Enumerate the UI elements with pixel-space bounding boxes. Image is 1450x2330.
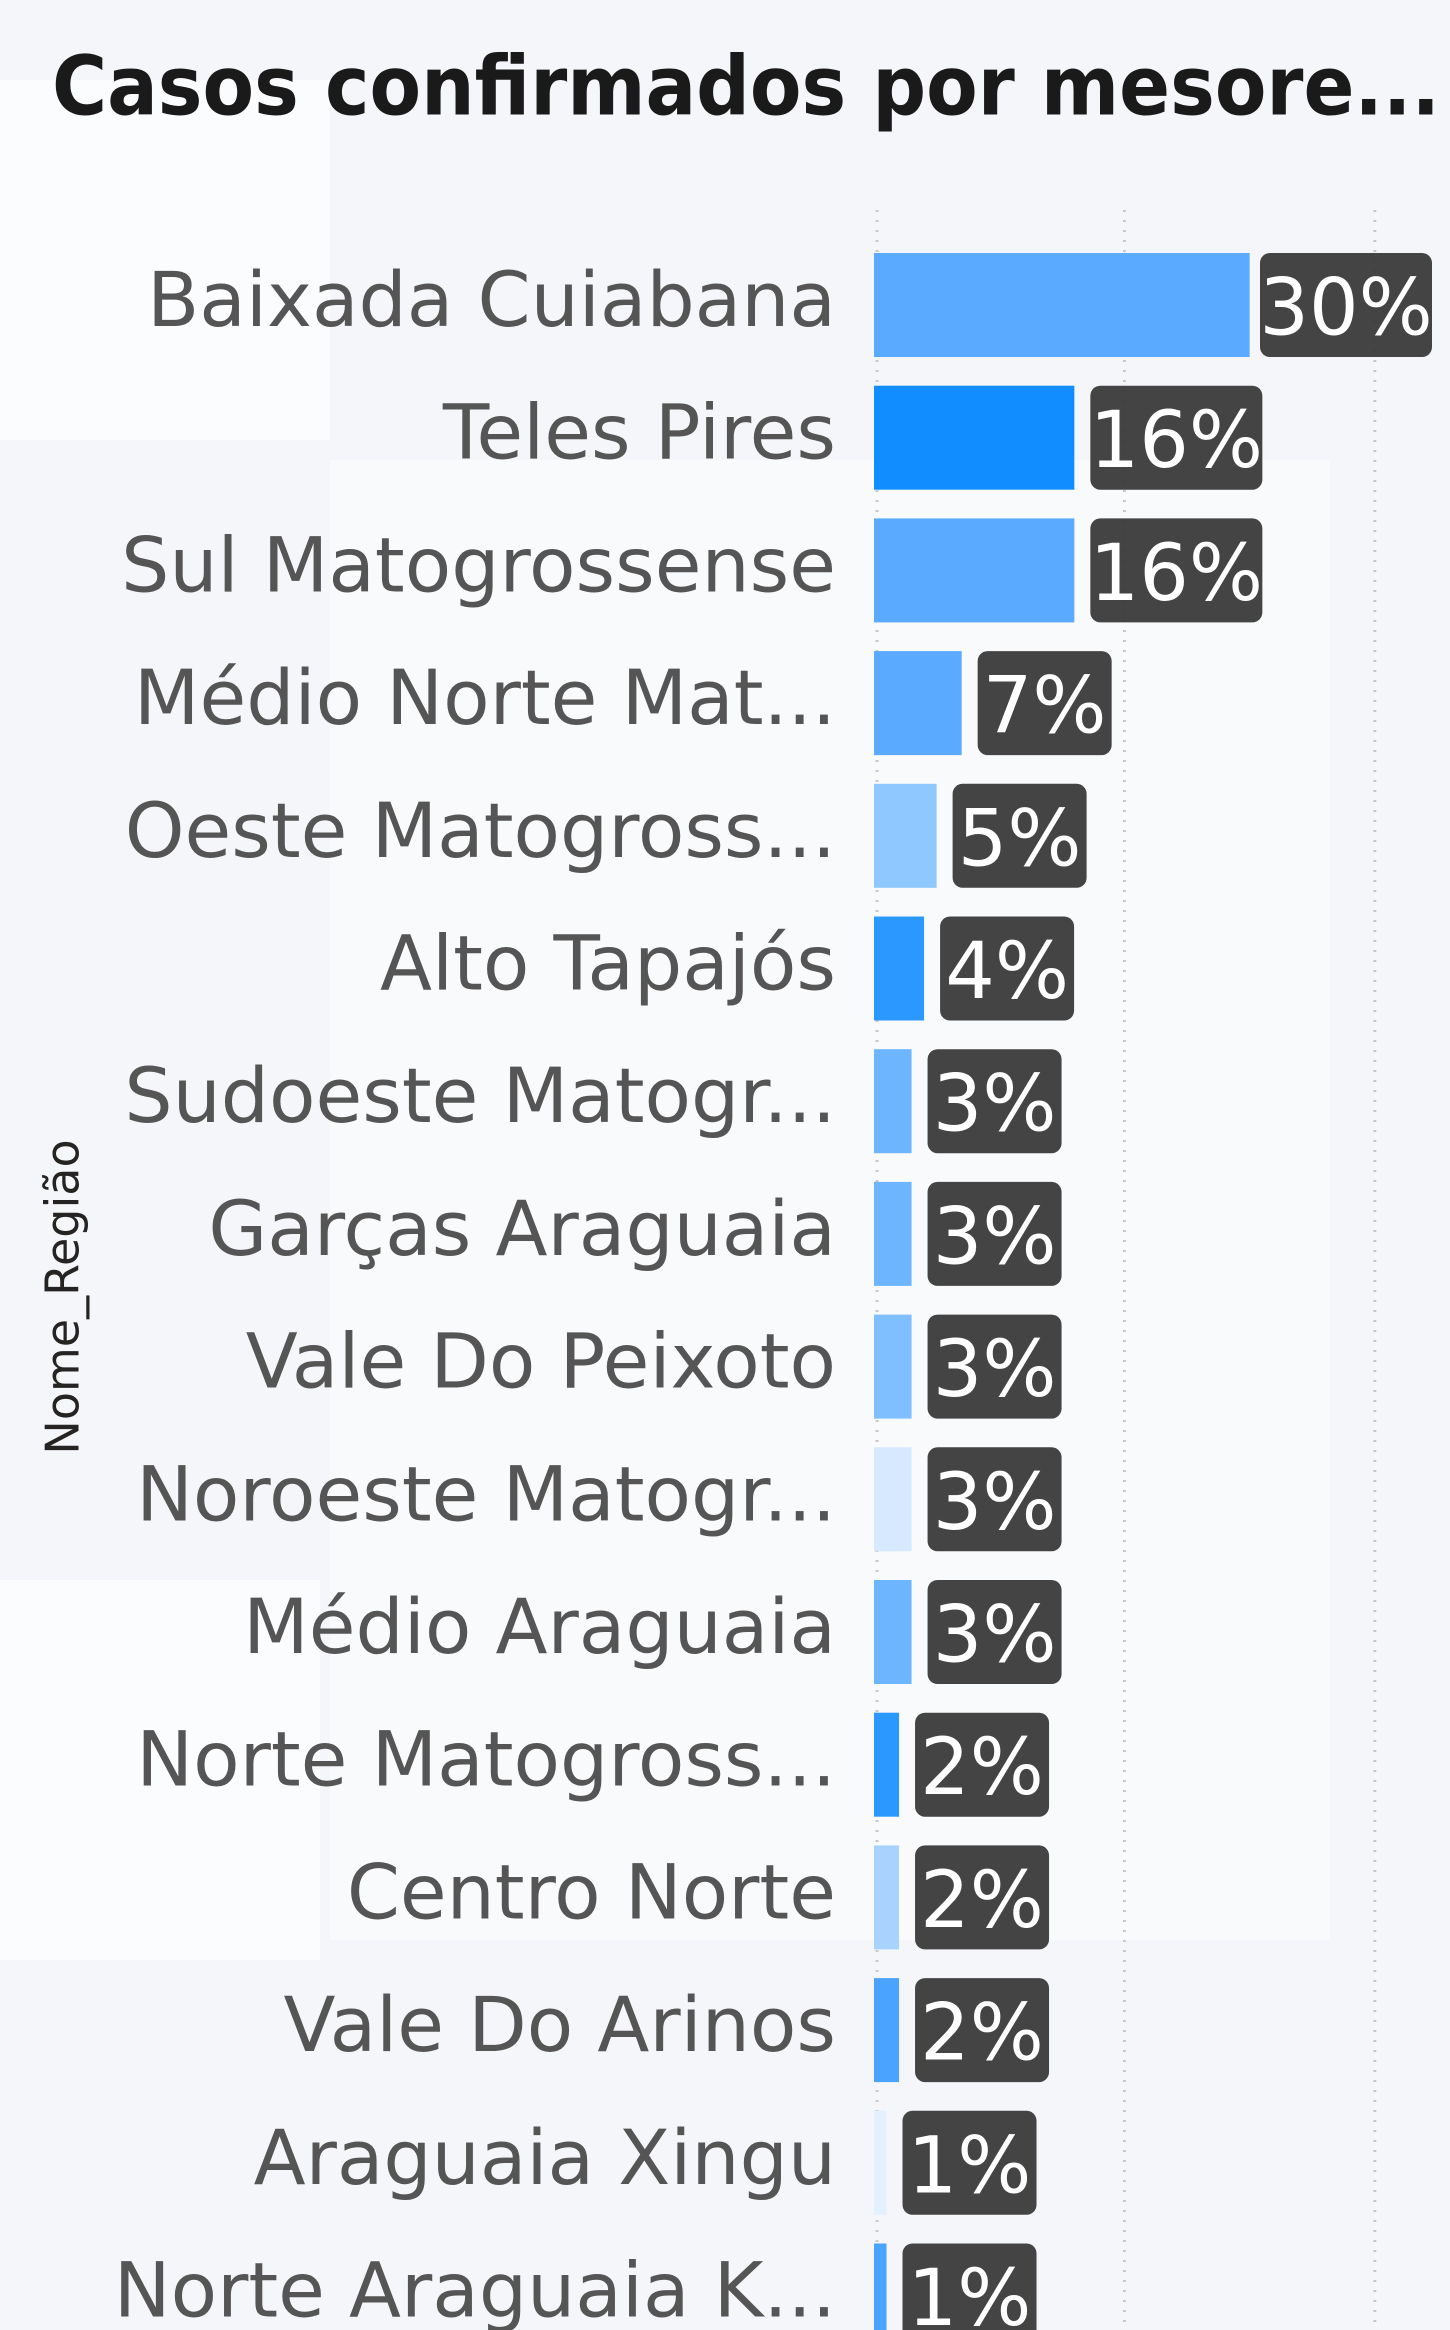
- background-block: [0, 80, 330, 440]
- bar: [874, 1049, 912, 1154]
- chart-title: Casos confirmados por mesore...: [52, 39, 1440, 134]
- bar: [874, 651, 962, 756]
- bar: [874, 1447, 912, 1552]
- data-label: 16%: [1090, 529, 1263, 619]
- data-label-box: [927, 1049, 1062, 1154]
- data-label-box: [902, 2243, 1037, 2330]
- data-label: 3%: [933, 1590, 1057, 1680]
- bar: [874, 1978, 900, 2083]
- data-label-box: [927, 1447, 1062, 1552]
- bar: [874, 253, 1250, 357]
- data-label-box: [952, 783, 1087, 888]
- category-label: Norte Matogross...: [136, 1715, 836, 1804]
- category-label: Alto Tapajós: [380, 918, 836, 1007]
- bar: [874, 916, 925, 1021]
- category-label: Vale Do Arinos: [284, 1980, 836, 2069]
- category-label: Vale Do Peixoto: [246, 1317, 836, 1406]
- category-label: Norte Araguaia K...: [114, 2245, 836, 2330]
- category-label: Sudoeste Matogr...: [124, 1051, 836, 1140]
- category-label: Centro Norte: [347, 1847, 836, 1936]
- bar: [874, 1580, 912, 1684]
- data-label: 2%: [920, 1723, 1044, 1813]
- category-label: Médio Norte Mat...: [134, 653, 836, 742]
- category-label: Médio Araguaia: [243, 1582, 836, 1671]
- data-label: 1%: [908, 2121, 1032, 2211]
- data-label-box: [927, 1580, 1062, 1684]
- data-label-box: [1090, 518, 1263, 623]
- data-label-box: [915, 1712, 1050, 1817]
- bar: [874, 783, 937, 888]
- data-label-box: [1260, 253, 1432, 357]
- category-label: Teles Pires: [442, 388, 836, 477]
- bar: [874, 1845, 900, 1950]
- category-label: Baixada Cuiabana: [147, 255, 836, 344]
- data-label-box: [977, 651, 1112, 756]
- data-label-box: [1090, 385, 1263, 490]
- category-label: Garças Araguaia: [208, 1184, 836, 1273]
- bar: [874, 2243, 887, 2330]
- y-axis-label: Nome_Região: [36, 1139, 90, 1454]
- data-label-box: [915, 1978, 1050, 2083]
- data-label: 4%: [945, 927, 1069, 1017]
- bar: [874, 385, 1075, 490]
- data-label: 3%: [933, 1325, 1057, 1415]
- bar: [874, 1712, 900, 1817]
- bar: [874, 1314, 912, 1419]
- data-label: 16%: [1090, 396, 1263, 486]
- data-label-box: [902, 2110, 1037, 2215]
- category-label: Araguaia Xingu: [254, 2113, 836, 2202]
- category-label: Oeste Matogross...: [125, 786, 836, 875]
- data-label: 2%: [920, 1989, 1044, 2079]
- category-label: Noroeste Matogr...: [136, 1449, 836, 1538]
- bar: [874, 2110, 887, 2215]
- bar: [874, 518, 1075, 623]
- category-label: Sul Matogrossense: [121, 520, 836, 609]
- background-block: [0, 1580, 320, 1960]
- data-label: 5%: [958, 794, 1082, 884]
- data-label: 30%: [1259, 263, 1432, 353]
- bar: [874, 1181, 912, 1286]
- data-label-box: [927, 1314, 1062, 1419]
- background-block: [330, 460, 1330, 1940]
- data-label: 3%: [933, 1458, 1057, 1548]
- data-label: 1%: [908, 2254, 1032, 2330]
- data-label: 2%: [920, 1856, 1044, 1946]
- data-label-box: [915, 1845, 1050, 1950]
- data-label-box: [940, 916, 1075, 1021]
- data-label: 3%: [933, 1192, 1057, 1282]
- data-label-box: [927, 1181, 1062, 1286]
- data-label: 7%: [983, 662, 1107, 752]
- data-label: 3%: [933, 1060, 1057, 1150]
